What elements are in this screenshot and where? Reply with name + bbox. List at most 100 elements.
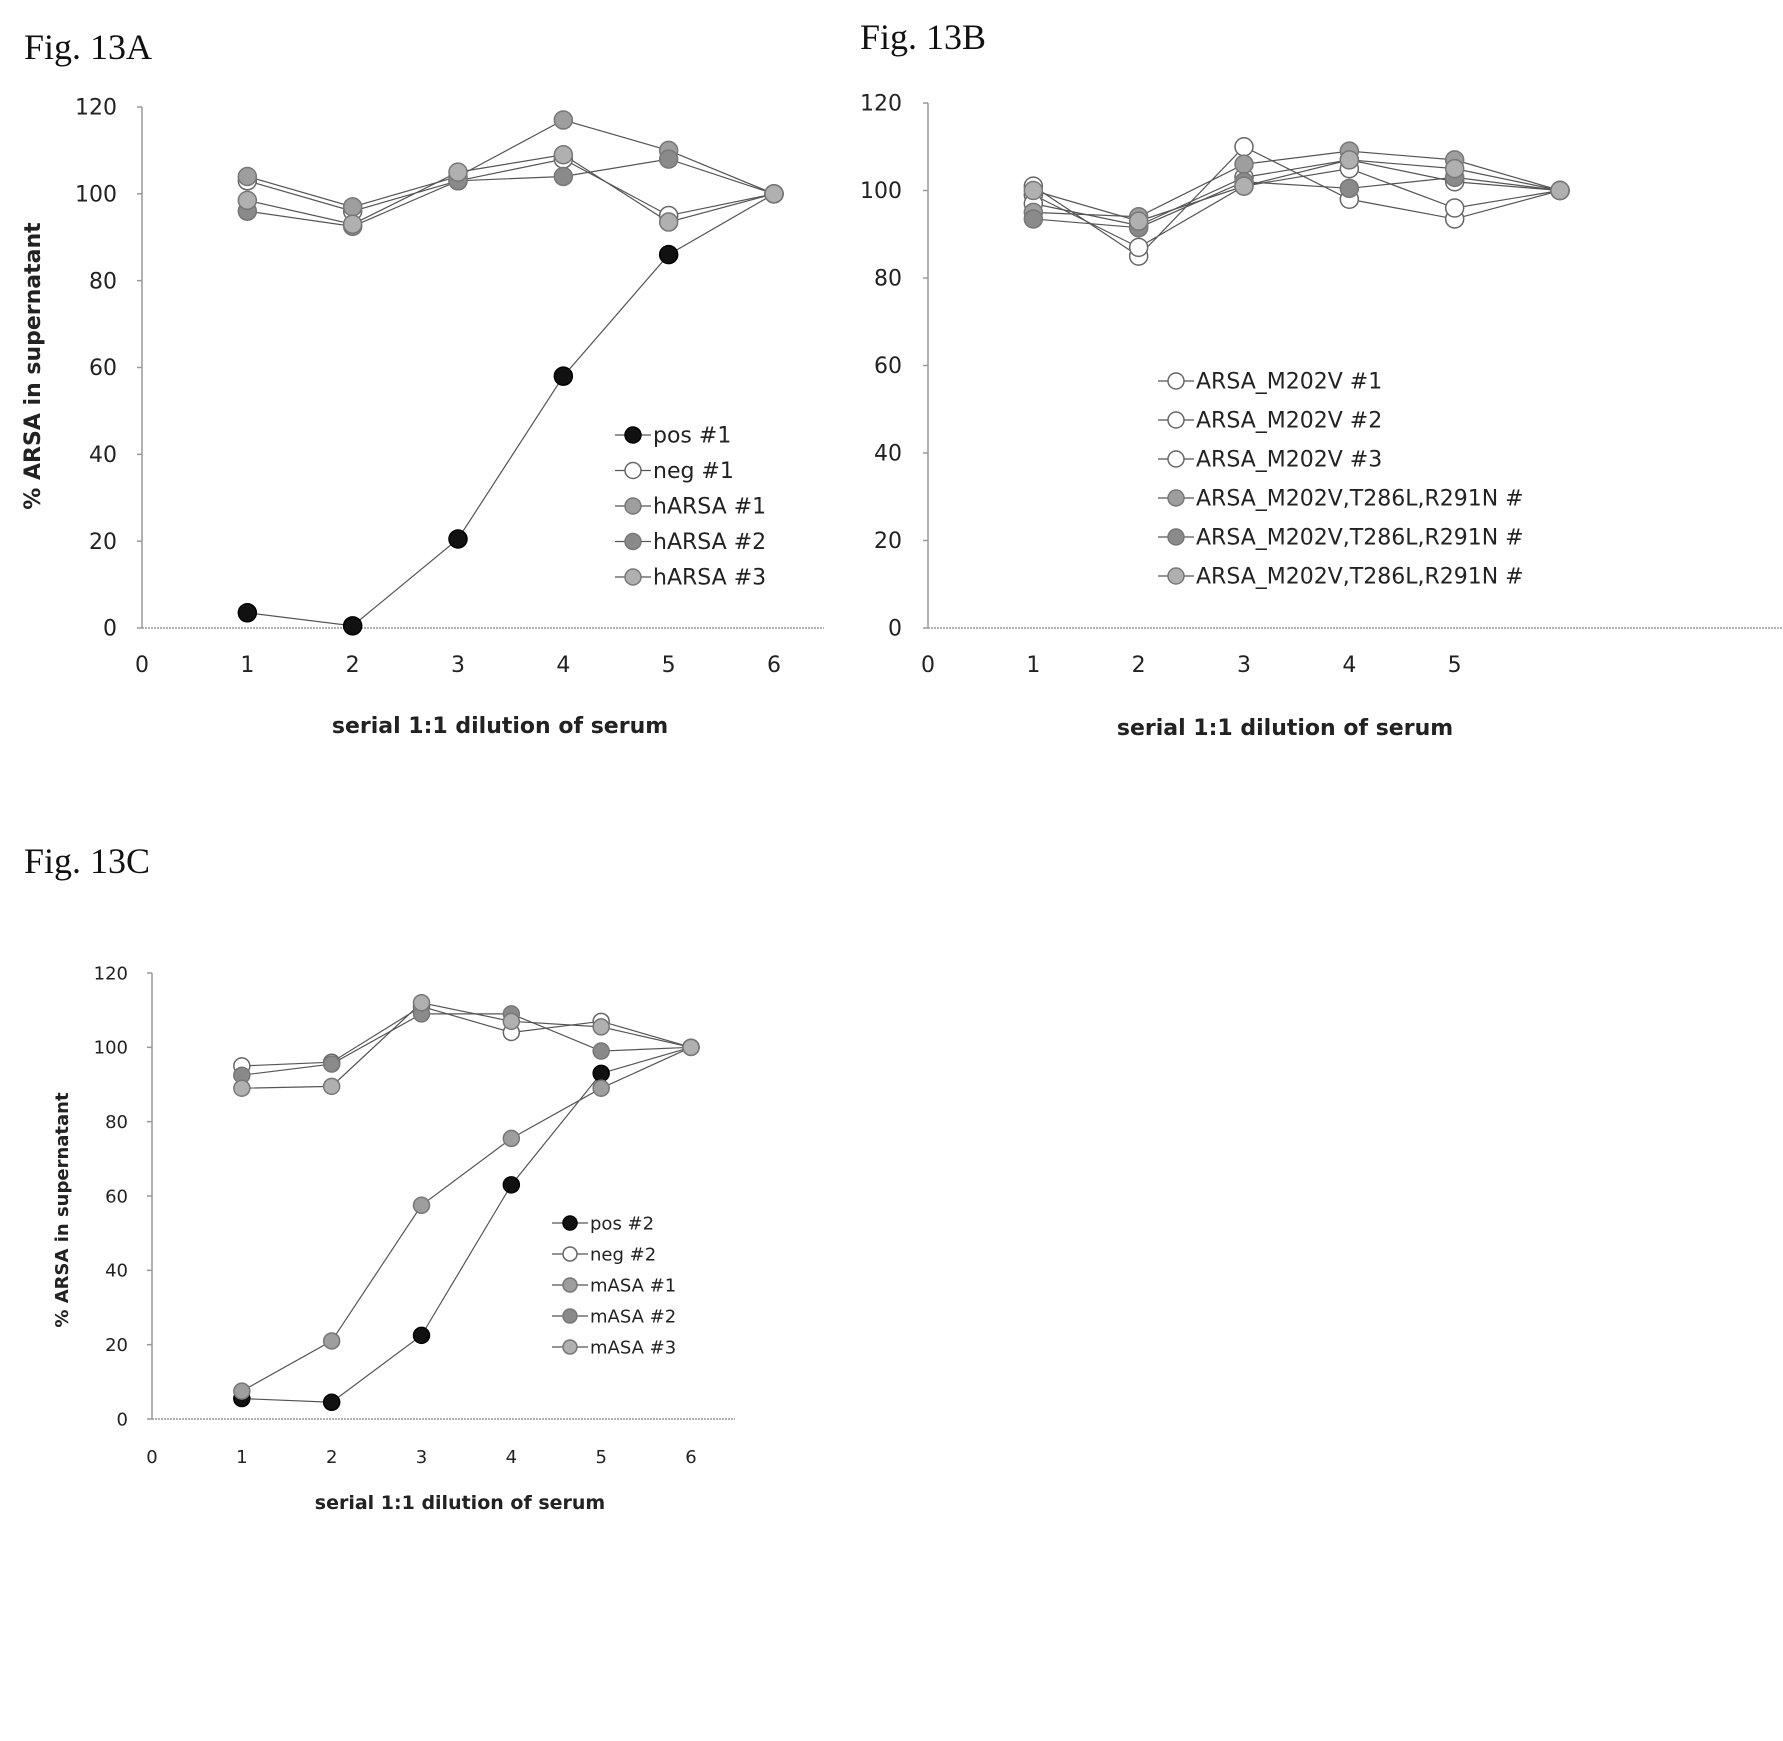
series-line xyxy=(247,193,775,627)
y-tick-label: 40 xyxy=(89,443,117,468)
data-point xyxy=(658,244,679,265)
data-point xyxy=(592,1018,610,1036)
data-point xyxy=(553,110,574,130)
x-tick-label: 4 xyxy=(556,653,570,678)
legend-label: ARSA_M202V,T286L,R291N # xyxy=(1196,526,1524,551)
x-tick-label: 3 xyxy=(1237,653,1251,678)
x-tick-label: 2 xyxy=(326,1447,337,1468)
figure-label-b: Fig. 13B xyxy=(860,17,987,57)
legend-label: ARSA_M202V,T286L,R291N # xyxy=(1196,487,1524,512)
y-tick-label: 60 xyxy=(105,1186,128,1207)
legend-marker xyxy=(624,461,642,480)
y-tick-label: 20 xyxy=(89,530,117,555)
legend-label: ARSA_M202V,T286L,R291N # xyxy=(1196,565,1524,590)
x-tick-label: 4 xyxy=(506,1447,517,1468)
x-tick-label: 2 xyxy=(1132,653,1146,678)
y-tick-label: 0 xyxy=(103,617,117,642)
legend-label: pos #2 xyxy=(590,1213,654,1234)
legend-label: hARSA #1 xyxy=(653,495,766,520)
data-point xyxy=(1128,237,1149,258)
data-point xyxy=(592,1064,610,1083)
x-tick-label: 4 xyxy=(1342,653,1356,678)
data-point xyxy=(1444,198,1465,218)
legend-marker xyxy=(1167,450,1185,468)
series-line xyxy=(241,1002,692,1089)
data-point xyxy=(502,1176,521,1194)
legend-marker xyxy=(1167,567,1185,585)
x-tick-label: 5 xyxy=(1448,653,1462,678)
data-point xyxy=(553,166,574,187)
legend-label: ARSA_M202V #1 xyxy=(1196,370,1382,395)
series-line xyxy=(1033,159,1561,227)
series-line xyxy=(1033,176,1561,229)
x-tick-label: 5 xyxy=(595,1447,606,1468)
legend-marker xyxy=(1167,411,1185,429)
legend-marker xyxy=(562,1215,578,1231)
legend-label: pos #1 xyxy=(653,424,731,449)
y-tick-label: 40 xyxy=(105,1261,128,1282)
y-tick-label: 120 xyxy=(94,963,128,984)
series-line xyxy=(247,158,775,217)
figure-label-c: Fig. 13C xyxy=(24,841,151,881)
legend-marker xyxy=(562,1308,578,1324)
data-point xyxy=(322,1393,341,1412)
legend-label: hARSA #3 xyxy=(653,566,766,591)
y-tick-label: 0 xyxy=(117,1409,128,1430)
y-tick-label: 120 xyxy=(860,92,902,117)
x-tick-label: 0 xyxy=(146,1447,157,1468)
data-point xyxy=(592,1042,610,1060)
x-tick-label: 5 xyxy=(662,653,676,678)
series-line xyxy=(1033,168,1561,249)
series-line xyxy=(247,158,775,228)
legend-label: mASA #3 xyxy=(590,1337,676,1358)
legend-label: mASA #1 xyxy=(590,1275,676,1296)
data-point xyxy=(237,603,258,623)
data-point xyxy=(233,1382,251,1400)
y-tick-label: 100 xyxy=(75,183,117,208)
data-point xyxy=(658,212,679,232)
data-point xyxy=(412,1326,431,1345)
x-tick-label: 1 xyxy=(240,653,254,678)
x-tick-label: 1 xyxy=(1026,653,1040,678)
series-line xyxy=(241,1005,692,1067)
series-line xyxy=(241,1046,692,1403)
y-axis-title: % ARSA in supernatant xyxy=(21,222,46,510)
y-tick-label: 100 xyxy=(860,179,902,204)
legend-marker xyxy=(624,426,642,444)
data-point xyxy=(448,162,468,182)
series-line xyxy=(1033,159,1561,222)
legend-marker xyxy=(1167,372,1185,390)
figure-label-a: Fig. 13A xyxy=(24,27,153,67)
x-tick-label: 1 xyxy=(236,1447,247,1468)
legend-marker xyxy=(624,568,642,586)
y-tick-label: 80 xyxy=(105,1112,128,1133)
legend-label: ARSA_M202V #3 xyxy=(1196,448,1382,473)
data-point xyxy=(1550,180,1570,201)
data-point xyxy=(322,1055,341,1073)
data-point xyxy=(1339,150,1360,170)
data-point xyxy=(658,149,679,169)
y-tick-label: 120 xyxy=(75,96,117,121)
legend-marker xyxy=(562,1339,578,1355)
data-point xyxy=(502,1012,521,1031)
y-tick-label: 20 xyxy=(105,1335,128,1356)
data-point xyxy=(764,184,784,204)
legend-marker xyxy=(562,1277,578,1293)
legend-marker xyxy=(1167,528,1185,546)
y-tick-label: 100 xyxy=(94,1038,128,1059)
y-tick-label: 80 xyxy=(89,269,117,294)
series-line xyxy=(241,1013,692,1076)
x-tick-label: 0 xyxy=(135,653,149,678)
x-axis-title: serial 1:1 dilution of serum xyxy=(332,714,668,739)
x-tick-label: 0 xyxy=(921,653,935,678)
x-tick-label: 3 xyxy=(451,653,465,678)
data-point xyxy=(1128,211,1149,231)
x-tick-label: 6 xyxy=(685,1447,696,1468)
data-point xyxy=(322,1332,341,1350)
y-tick-label: 40 xyxy=(874,442,902,467)
data-point xyxy=(1339,178,1360,199)
y-tick-label: 80 xyxy=(874,267,902,292)
data-point xyxy=(502,1129,521,1148)
